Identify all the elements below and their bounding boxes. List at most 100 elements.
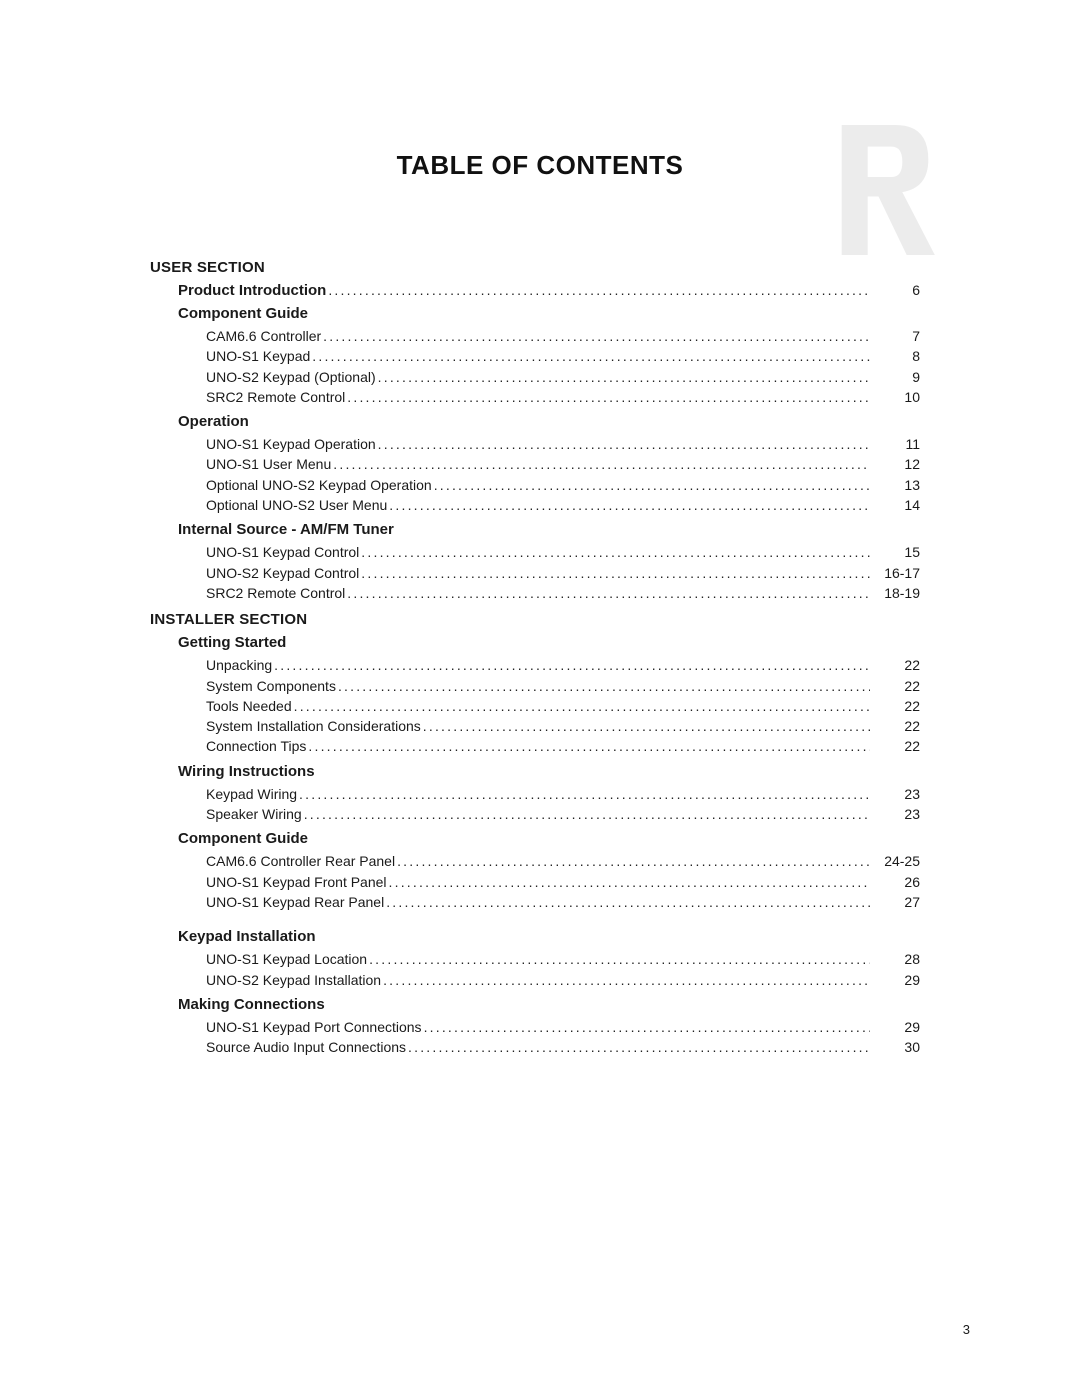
entry-label: Tools Needed <box>206 696 292 716</box>
page-ref: 9 <box>872 367 920 387</box>
entry-label: UNO-S2 Keypad Installation <box>206 970 381 990</box>
toc-entry: UNO-S2 Keypad Installation 29 <box>206 970 920 990</box>
toc-subheading-wiring-instructions: Wiring Instructions <box>178 763 920 780</box>
spacer <box>150 912 920 922</box>
toc-entry: Optional UNO-S2 Keypad Operation 13 <box>206 475 920 495</box>
page-ref: 29 <box>872 970 920 990</box>
entry-label: UNO-S1 User Menu <box>206 454 331 474</box>
entry-label: Optional UNO-S2 User Menu <box>206 495 387 515</box>
toc-entry: CAM6.6 Controller 7 <box>206 326 920 346</box>
toc-entry: SRC2 Remote Control 18-19 <box>206 583 920 603</box>
entry-label: CAM6.6 Controller Rear Panel <box>206 851 395 871</box>
leader-dots <box>434 475 870 495</box>
leader-dots <box>361 563 870 583</box>
toc-entry: Unpacking 22 <box>206 655 920 675</box>
entry-label: UNO-S1 Keypad Port Connections <box>206 1017 422 1037</box>
leader-dots <box>333 454 870 474</box>
leader-dots <box>408 1037 870 1057</box>
entry-label: UNO-S1 Keypad <box>206 346 310 366</box>
page-ref: 12 <box>872 454 920 474</box>
toc-entry: CAM6.6 Controller Rear Panel 24-25 <box>206 851 920 871</box>
toc-entry: Keypad Wiring 23 <box>206 784 920 804</box>
toc-entry: UNO-S2 Keypad Control 16-17 <box>206 563 920 583</box>
entry-label: CAM6.6 Controller <box>206 326 321 346</box>
entry-label: Connection Tips <box>206 736 306 756</box>
toc-entry: UNO-S1 Keypad Operation 11 <box>206 434 920 454</box>
leader-dots <box>328 282 870 298</box>
page-number: 3 <box>963 1322 970 1337</box>
page-title: TABLE OF CONTENTS <box>100 150 980 181</box>
table-of-contents: USER SECTION Product Introduction 6 Comp… <box>100 259 980 1057</box>
toc-subheading-internal-source: Internal Source - AM/FM Tuner <box>178 521 920 538</box>
subheading-label: Product Introduction <box>178 282 326 299</box>
leader-dots <box>347 387 870 407</box>
page-ref: 14 <box>872 495 920 515</box>
leader-dots <box>378 367 870 387</box>
toc-subheading-component-guide: Component Guide <box>178 305 920 322</box>
leader-dots <box>378 434 870 454</box>
page-ref: 22 <box>872 716 920 736</box>
page-ref: 10 <box>872 387 920 407</box>
entry-label: SRC2 Remote Control <box>206 387 345 407</box>
leader-dots <box>386 892 870 912</box>
entry-label: Optional UNO-S2 Keypad Operation <box>206 475 432 495</box>
leader-dots <box>299 784 870 804</box>
toc-subheading-product-introduction: Product Introduction 6 <box>178 282 920 299</box>
entry-label: UNO-S1 Keypad Front Panel <box>206 872 387 892</box>
toc-entry: Optional UNO-S2 User Menu 14 <box>206 495 920 515</box>
leader-dots <box>304 804 870 824</box>
leader-dots <box>389 495 870 515</box>
toc-entry: UNO-S1 Keypad Port Connections 29 <box>206 1017 920 1037</box>
entry-label: Source Audio Input Connections <box>206 1037 406 1057</box>
entry-label: Speaker Wiring <box>206 804 302 824</box>
page-ref: 22 <box>872 676 920 696</box>
page-ref: 23 <box>872 804 920 824</box>
section-heading-installer: INSTALLER SECTION <box>150 611 920 628</box>
toc-entry: UNO-S1 Keypad Rear Panel 27 <box>206 892 920 912</box>
toc-entry: Source Audio Input Connections 30 <box>206 1037 920 1057</box>
page-ref: 30 <box>872 1037 920 1057</box>
page-ref: 13 <box>872 475 920 495</box>
leader-dots <box>369 949 870 969</box>
page-ref: 22 <box>872 696 920 716</box>
toc-entry: UNO-S1 Keypad 8 <box>206 346 920 366</box>
page-ref: 11 <box>872 434 920 454</box>
toc-entry: UNO-S1 User Menu 12 <box>206 454 920 474</box>
toc-entry: UNO-S1 Keypad Front Panel 26 <box>206 872 920 892</box>
leader-dots <box>423 716 870 736</box>
toc-subheading-component-guide-installer: Component Guide <box>178 830 920 847</box>
entry-label: UNO-S1 Keypad Rear Panel <box>206 892 384 912</box>
entry-label: System Installation Considerations <box>206 716 421 736</box>
leader-dots <box>389 872 870 892</box>
page-ref: 6 <box>872 282 920 298</box>
entry-label: UNO-S2 Keypad (Optional) <box>206 367 376 387</box>
toc-subheading-keypad-installation: Keypad Installation <box>178 928 920 945</box>
leader-dots <box>338 676 870 696</box>
leader-dots <box>383 970 870 990</box>
toc-entry: Connection Tips 22 <box>206 736 920 756</box>
toc-subheading-operation: Operation <box>178 413 920 430</box>
page-ref: 24-25 <box>872 851 920 871</box>
leader-dots <box>361 542 870 562</box>
entry-label: UNO-S2 Keypad Control <box>206 563 359 583</box>
section-heading-user: USER SECTION <box>150 259 920 276</box>
entry-label: UNO-S1 Keypad Control <box>206 542 359 562</box>
leader-dots <box>347 583 870 603</box>
toc-entry: System Installation Considerations 22 <box>206 716 920 736</box>
entry-label: Keypad Wiring <box>206 784 297 804</box>
page-ref: 16-17 <box>872 563 920 583</box>
toc-entry: System Components 22 <box>206 676 920 696</box>
toc-entry: UNO-S2 Keypad (Optional) 9 <box>206 367 920 387</box>
page-ref: 26 <box>872 872 920 892</box>
page-ref: 23 <box>872 784 920 804</box>
entry-label: UNO-S1 Keypad Location <box>206 949 367 969</box>
toc-entry: SRC2 Remote Control 10 <box>206 387 920 407</box>
toc-subheading-getting-started: Getting Started <box>178 634 920 651</box>
page-ref: 29 <box>872 1017 920 1037</box>
leader-dots <box>397 851 870 871</box>
toc-entry: Speaker Wiring 23 <box>206 804 920 824</box>
toc-entry: Tools Needed 22 <box>206 696 920 716</box>
leader-dots <box>274 655 870 675</box>
page-ref: 18-19 <box>872 583 920 603</box>
toc-subheading-making-connections: Making Connections <box>178 996 920 1013</box>
